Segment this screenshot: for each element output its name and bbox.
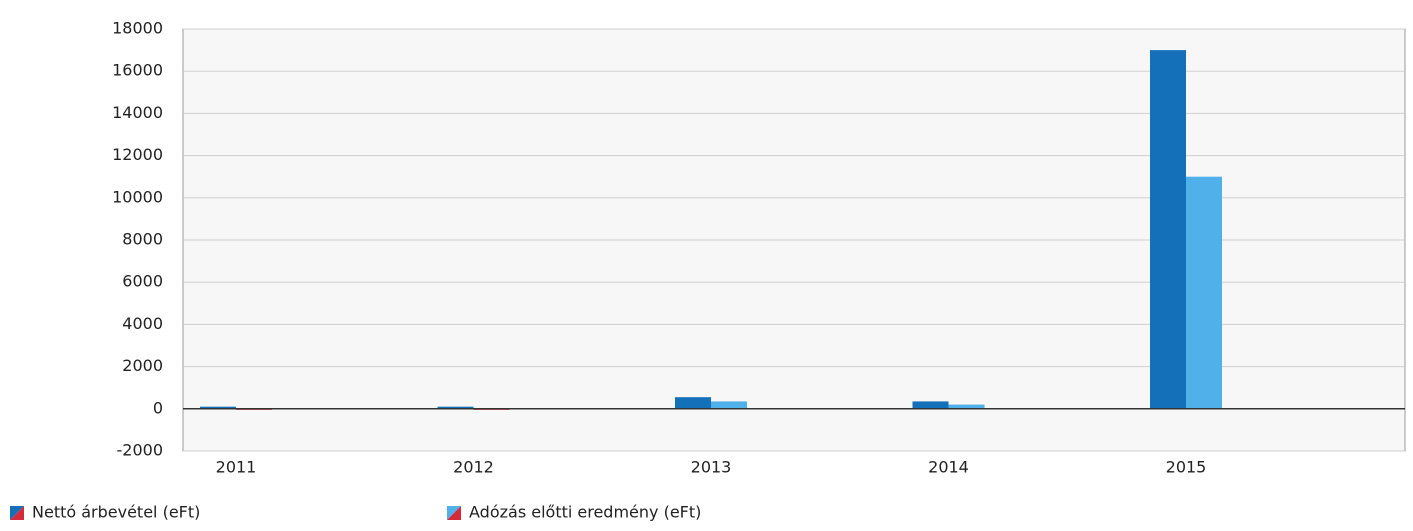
y-tick-label: -2000	[117, 441, 164, 460]
bar	[948, 404, 985, 409]
bar	[437, 406, 474, 409]
y-tick-label: 14000	[112, 103, 163, 122]
legend-label: Adózás előtti eredmény (eFt)	[469, 503, 701, 522]
legend-label: Nettó árbevétel (eFt)	[32, 503, 200, 522]
y-tick-label: 10000	[112, 187, 163, 206]
y-tick-label: 16000	[112, 61, 163, 80]
y-tick-label: 4000	[122, 314, 163, 333]
y-tick-label: 0	[153, 398, 163, 417]
bar	[200, 406, 236, 409]
x-tick-label: 2012	[453, 458, 494, 477]
bar	[675, 397, 711, 409]
y-tick-label: 18000	[112, 19, 163, 38]
bar	[1186, 176, 1222, 409]
y-tick-label: 6000	[122, 272, 163, 291]
y-tick-label: 2000	[122, 356, 163, 375]
y-tick-label: 8000	[122, 230, 163, 249]
x-tick-label: 2013	[691, 458, 732, 477]
legend-swatch	[10, 506, 24, 520]
x-tick-label: 2014	[928, 458, 969, 477]
x-tick-label: 2011	[216, 458, 257, 477]
legend-swatch	[447, 506, 461, 520]
bar	[711, 401, 747, 409]
bar	[1150, 50, 1186, 409]
y-tick-label: 12000	[112, 145, 163, 164]
bar	[912, 401, 949, 409]
x-tick-label: 2015	[1166, 458, 1207, 477]
